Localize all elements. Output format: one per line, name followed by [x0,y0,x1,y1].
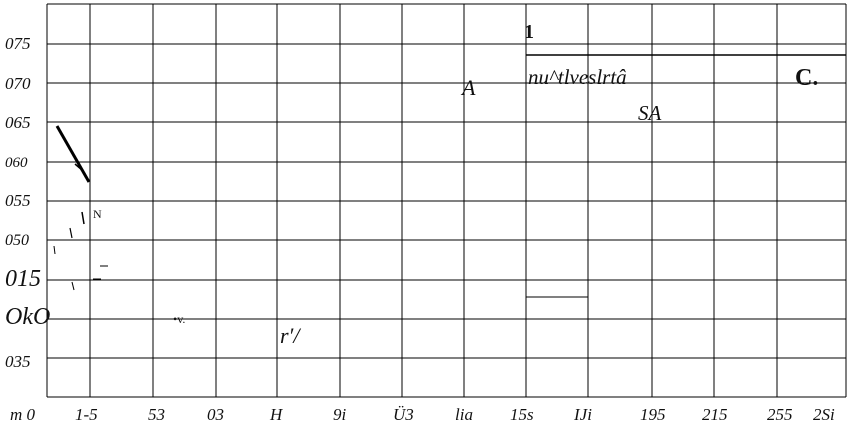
y-tick-label: 070 [5,74,31,93]
x-tick-label: 195 [640,405,666,424]
annotation-r: r′/ [280,323,301,348]
x-tick-label: H [269,405,284,424]
x-tick-label: 255 [767,405,793,424]
data-stroke-small [74,163,83,171]
x-tick-label: 15s [510,405,534,424]
y-tick-label: 060 [5,155,28,171]
data-tick-1 [81,211,85,225]
x-tick-label: Ü3 [393,405,414,424]
x-tick-label: IJi [573,405,592,424]
y-tick-label: 055 [5,191,31,210]
annotation-C: C. [795,65,818,91]
y-tick-label: 075 [5,34,31,53]
x-tick-label: lia [455,405,473,424]
data-tick-3 [53,245,56,255]
x-tick-label: m 0 [10,405,36,424]
x-axis-labels: m 0 1-5 53 03 H 9i Ü3 lia 15s IJi 195 215 255 2Si [10,405,835,424]
y-tick-label: 065 [5,113,31,132]
chart-annotations: 1 A nu^tlveslrtâ SA C. N •v. r′/ [93,21,818,348]
annotation-nu: nu^tlveslrtâ [528,65,627,89]
x-tick-label: 215 [702,405,728,424]
data-stroke-main [55,125,91,183]
annotation-1: 1 [524,21,534,43]
y-tick-label: 035 [5,352,31,371]
x-tick-label: 2Si [813,405,835,424]
data-tick-2 [69,227,73,239]
annotation-v: •v. [173,312,185,326]
y-axis-labels: 075 070 065 060 055 050 015 OkO 035 [5,34,50,371]
chart-grid [46,3,847,398]
x-tick-label: 1-5 [75,405,98,424]
y-tick-label: 050 [5,232,29,249]
annotation-N: N [93,207,102,221]
data-tick-4 [71,281,75,291]
plot-marks [53,54,846,298]
annotation-A: A [460,75,476,100]
annotation-SA: SA [638,101,662,125]
y-tick-label: OkO [5,304,50,330]
x-tick-label: 9i [333,405,347,424]
y-tick-label: 015 [5,266,41,292]
x-tick-label: 03 [207,405,224,424]
x-tick-label: 53 [148,405,165,424]
